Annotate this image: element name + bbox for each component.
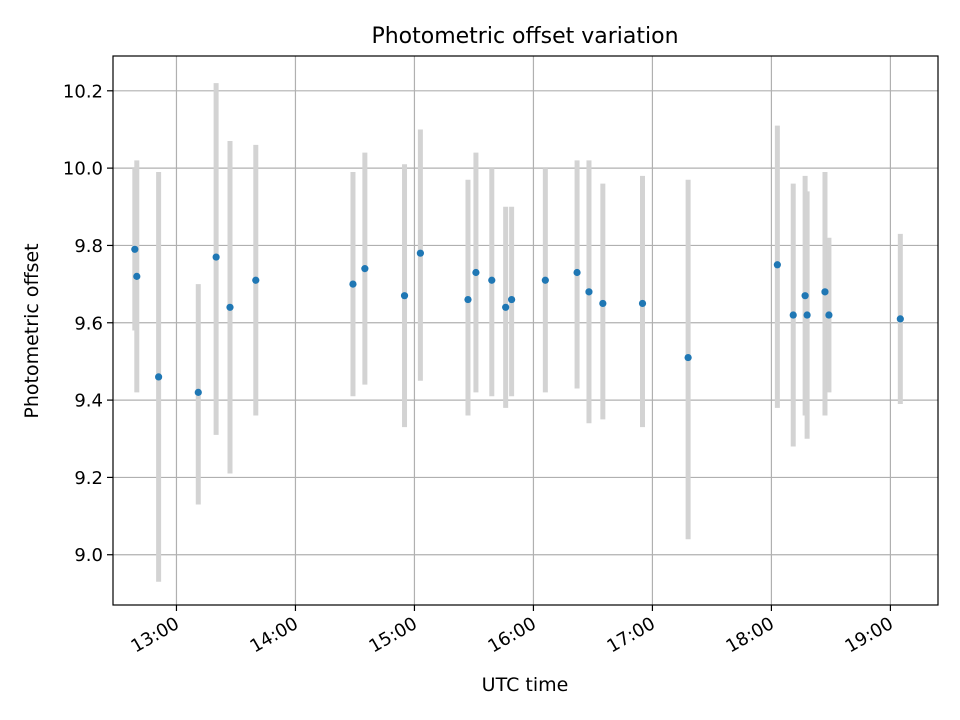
data-point xyxy=(789,311,797,319)
data-point xyxy=(801,292,809,300)
data-point xyxy=(361,265,369,273)
data-point xyxy=(488,276,496,284)
y-axis-label: Photometric offset xyxy=(21,243,43,418)
data-point xyxy=(212,253,220,261)
data-point xyxy=(825,311,833,319)
y-tick-label: 9.2 xyxy=(74,468,103,489)
data-point xyxy=(896,315,904,323)
data-point xyxy=(773,261,781,269)
y-tick-label: 9.4 xyxy=(74,391,103,412)
y-tick-label: 10.0 xyxy=(63,159,103,180)
y-tick-label: 9.8 xyxy=(74,236,103,257)
plot-frame xyxy=(112,55,939,606)
data-point xyxy=(599,299,607,308)
data-point xyxy=(821,288,829,296)
data-point xyxy=(131,245,139,253)
data-point xyxy=(573,268,581,277)
data-point xyxy=(585,288,593,296)
x-axis-label: UTC time xyxy=(482,674,569,696)
data-point xyxy=(472,268,480,277)
y-tick-label: 10.2 xyxy=(63,81,103,102)
y-tick-label: 9.6 xyxy=(74,313,103,334)
x-tick-label: 18:00 xyxy=(722,613,777,657)
data-point xyxy=(684,353,692,362)
x-tick-label: 16:00 xyxy=(485,613,540,657)
data-points xyxy=(131,245,904,396)
data-point xyxy=(464,295,472,304)
data-point xyxy=(803,311,811,319)
data-point xyxy=(502,303,510,311)
x-tick-label: 14:00 xyxy=(247,613,302,657)
data-point xyxy=(252,276,260,284)
data-point xyxy=(155,373,163,381)
data-point xyxy=(400,292,409,300)
y-axis-ticks: 9.0 9.2 9.4 9.6 9.8 10.0 10.2 xyxy=(63,81,113,566)
x-tick-label: 13:00 xyxy=(128,613,183,657)
x-tick-label: 15:00 xyxy=(366,613,421,657)
x-axis-ticks: 13:00 14:00 15:00 16:00 17:00 18:00 19:00 xyxy=(128,605,897,657)
grid-lines xyxy=(113,56,938,605)
x-tick-label: 17:00 xyxy=(603,613,658,657)
data-point xyxy=(541,276,549,284)
x-tick-label: 19:00 xyxy=(841,613,896,657)
error-bars xyxy=(132,83,903,582)
data-point xyxy=(226,303,234,311)
chart-title: Photometric offset variation xyxy=(371,24,678,49)
data-point xyxy=(416,249,424,257)
data-point xyxy=(194,388,202,396)
data-point xyxy=(638,299,647,308)
data-point xyxy=(349,280,357,288)
data-point xyxy=(508,295,516,304)
y-tick-label: 9.0 xyxy=(74,545,103,566)
data-point xyxy=(133,272,141,280)
